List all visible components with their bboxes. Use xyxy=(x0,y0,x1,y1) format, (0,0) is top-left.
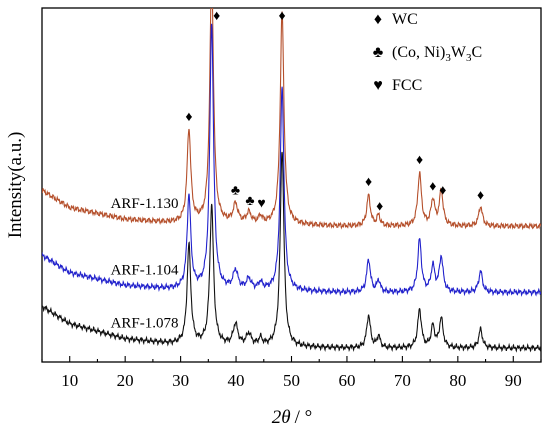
peak-marker-heart: ♥ xyxy=(257,196,265,211)
x-tick-label: 50 xyxy=(283,371,300,390)
x-tick-label: 20 xyxy=(117,371,134,390)
series-line-arf-1-078 xyxy=(42,151,541,353)
x-axis-title: 2θ / ° xyxy=(272,407,312,428)
peak-marker-diamond: ♦ xyxy=(477,188,484,203)
x-tick-label: 80 xyxy=(449,371,466,390)
x-axis-ticks: 10 20 30 40 50 60 70 80 90 xyxy=(41,356,542,390)
peak-marker-diamond: ♦ xyxy=(278,9,285,24)
x-tick-label: 10 xyxy=(61,371,78,390)
series-labels: ARF-1.130 ARF-1.104 ARF-1.078 xyxy=(111,196,179,331)
x-tick-label: 30 xyxy=(172,371,189,390)
peak-marker-diamond: ♦ xyxy=(365,175,372,190)
y-axis-title: Intensity(a.u.) xyxy=(5,132,26,239)
peak-marker-club: ♣ xyxy=(231,183,240,198)
series-line-arf-1-104 xyxy=(42,23,541,297)
x-tick-label: 90 xyxy=(505,371,522,390)
legend-symbol-club: ♣ xyxy=(373,44,384,61)
peak-marker-diamond: ♦ xyxy=(213,9,220,24)
legend-label-diamond: WC xyxy=(392,11,418,28)
x-tick-label: 40 xyxy=(228,371,245,390)
legend: ♦ WC ♣ (Co, Ni)3W3C ♥ FCC xyxy=(373,11,482,94)
x-axis-symbol: 2θ xyxy=(272,407,291,428)
peak-marker-diamond: ♦ xyxy=(185,110,192,125)
x-tick-label: 70 xyxy=(394,371,411,390)
peak-marker-diamond: ♦ xyxy=(376,199,383,214)
peak-marker-diamond: ♦ xyxy=(429,179,436,194)
series-label-arf-1-078: ARF-1.078 xyxy=(111,315,179,331)
x-tick-label: 60 xyxy=(338,371,355,390)
legend-symbol-heart: ♥ xyxy=(373,77,383,94)
legend-symbol-diamond: ♦ xyxy=(374,11,382,28)
legend-label-heart: FCC xyxy=(392,77,422,94)
peak-marker-club: ♣ xyxy=(245,194,254,209)
series-label-arf-1-130: ARF-1.130 xyxy=(111,196,179,212)
x-axis-unit: / ° xyxy=(295,407,313,428)
peak-annotations: ♦♦ ♦♣♣ ♥♦♦♦♦ ♦ ♦ xyxy=(185,9,484,214)
peak-marker-diamond: ♦ xyxy=(416,153,423,168)
series-label-arf-1-104: ARF-1.104 xyxy=(111,262,179,278)
series-line-arf-1-130 xyxy=(42,8,541,231)
peak-marker-diamond: ♦ xyxy=(439,183,446,198)
legend-label-club: (Co, Ni)3W3C xyxy=(392,44,482,64)
series-layer xyxy=(42,8,541,353)
